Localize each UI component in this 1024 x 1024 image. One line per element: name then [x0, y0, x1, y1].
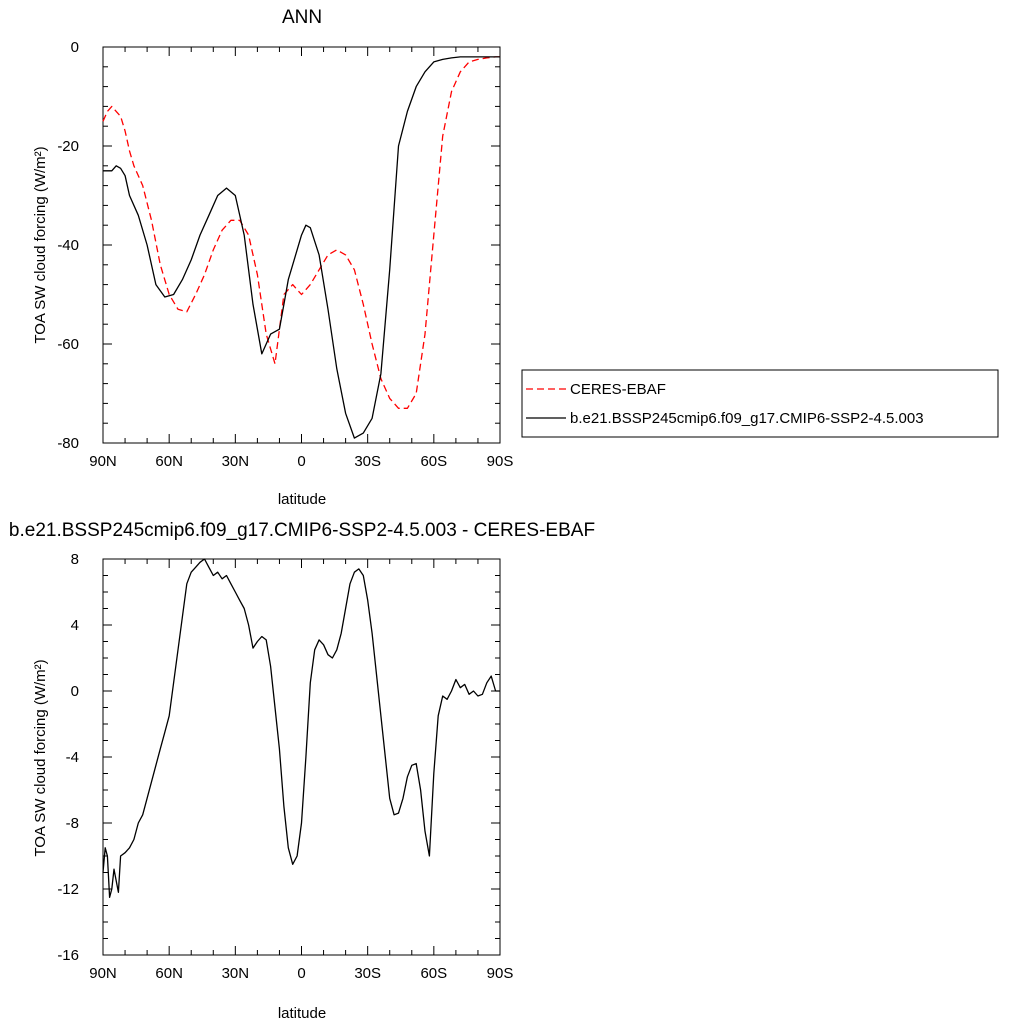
x-axis-label-top: latitude	[278, 491, 326, 508]
y-axis-label-top: TOA SW cloud forcing (W/m²)	[32, 146, 49, 343]
y-tick-label-top: -60	[57, 336, 79, 353]
x-tick-label-bottom: 60S	[420, 965, 447, 982]
y-tick-label-bottom: -8	[66, 815, 79, 832]
x-tick-label-top: 60N	[155, 453, 183, 470]
x-tick-label-bottom: 0	[297, 965, 305, 982]
y-tick-label-bottom: 8	[71, 551, 79, 568]
panel-top: ANN 90N 60N 30N 0 30S 60S 90S 0 -20 -40 -60 -80 lat…	[32, 7, 513, 508]
legend-label-model: b.e21.BSSP245cmip6.f09_g17.CMIP6-SSP2-4.…	[570, 410, 924, 427]
y-tick-label-bottom: 4	[71, 617, 79, 634]
y-tick-label-bottom: -16	[57, 947, 79, 964]
x-tick-label-top: 30N	[222, 453, 250, 470]
series-line-top-2	[103, 56, 500, 439]
x-tick-label-bottom: 90S	[487, 965, 514, 982]
x-tick-label-top: 90S	[487, 453, 514, 470]
plot-area-bottom: 90N 60N 30N 0 30S 60S 90S 8 4 0 -4 -8 -12 -16	[57, 551, 513, 982]
y-axis-label-bottom: TOA SW cloud forcing (W/m²)	[32, 659, 49, 856]
x-tick-label-top: 30S	[354, 453, 381, 470]
y-tick-label-bottom: -4	[66, 749, 79, 766]
plot-frame-bottom	[102, 558, 501, 956]
y-tick-label-top: -40	[57, 237, 79, 254]
x-tick-label-bottom: 90N	[89, 965, 117, 982]
legend-box	[521, 369, 999, 438]
panel-bottom: b.e21.BSSP245cmip6.f09_g17.CMIP6-SSP2-4.…	[9, 520, 595, 1022]
y-tick-label-top: 0	[71, 39, 79, 56]
y-tick-label-bottom: 0	[71, 683, 79, 700]
series-line-top-1	[102, 56, 500, 409]
x-tick-label-top: 0	[297, 453, 305, 470]
x-tick-label-bottom: 30S	[354, 965, 381, 982]
x-axis-label-bottom: latitude	[278, 1005, 326, 1022]
y-tick-label-bottom: -12	[57, 881, 79, 898]
plot-area-top: 90N 60N 30N 0 30S 60S 90S 0 -20 -40 -60 -80	[57, 39, 513, 470]
chart-title-top: ANN	[282, 7, 322, 28]
y-tick-label-top: -20	[57, 138, 79, 155]
x-tick-label-top: 60S	[420, 453, 447, 470]
legend-label-ceres: CERES-EBAF	[570, 381, 666, 398]
x-tick-label-top: 90N	[89, 453, 117, 470]
plot-frame-top	[102, 46, 501, 444]
legend: CERES-EBAF b.e21.BSSP245cmip6.f09_g17.CM…	[521, 369, 999, 438]
x-tick-label-bottom: 30N	[222, 965, 250, 982]
x-tick-label-bottom: 60N	[155, 965, 183, 982]
series-line-bottom-1	[102, 558, 500, 898]
y-tick-label-top: -80	[57, 435, 79, 452]
chart-title-bottom: b.e21.BSSP245cmip6.f09_g17.CMIP6-SSP2-4.…	[9, 520, 595, 541]
